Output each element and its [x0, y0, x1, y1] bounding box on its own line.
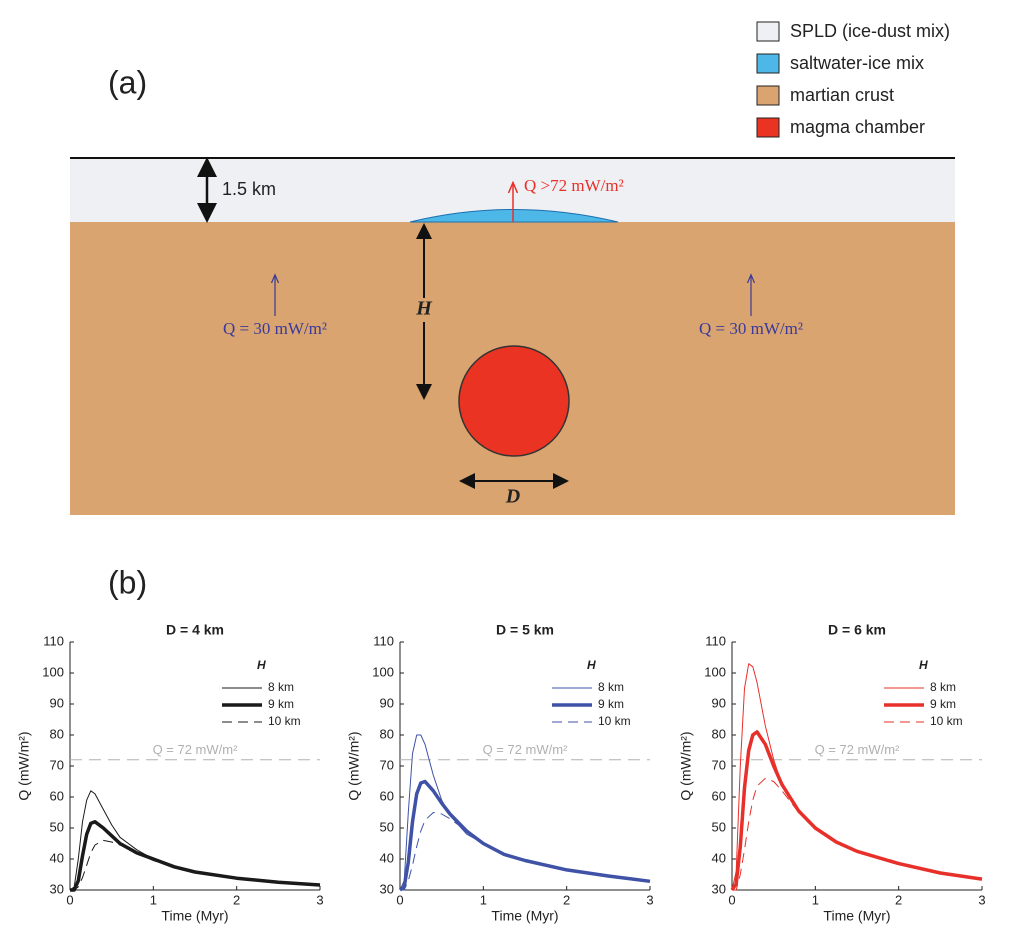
legend-label: 10 km	[268, 714, 301, 728]
reference-label: Q = 72 mW/m²	[815, 742, 901, 757]
series-line	[70, 839, 321, 891]
y-tick-label: 100	[372, 664, 394, 679]
legend-title: H	[257, 658, 266, 672]
panel-label: (b)	[108, 564, 147, 600]
x-axis-label: Time (Myr)	[161, 908, 228, 924]
chart-title: D = 5 km	[496, 622, 554, 638]
series-line	[400, 812, 651, 891]
heat-label: Q >72 mW/m²	[524, 176, 624, 195]
series-line	[732, 777, 983, 891]
legend-label: SPLD (ice-dust mix)	[790, 21, 950, 41]
x-tick-label: 1	[812, 892, 819, 907]
x-axis-label: Time (Myr)	[823, 908, 890, 924]
y-tick-label: 60	[380, 788, 394, 803]
reference-label: Q = 72 mW/m²	[483, 742, 569, 757]
series-line	[399, 734, 651, 891]
x-tick-label: 2	[895, 892, 902, 907]
thickness-label: 1.5 km	[222, 179, 276, 199]
y-tick-label: 100	[704, 664, 726, 679]
y-tick-label: 40	[50, 850, 64, 865]
y-tick-label: 30	[712, 881, 726, 896]
y-tick-label: 50	[50, 819, 64, 834]
y-tick-label: 40	[712, 850, 726, 865]
legend-label: 9 km	[930, 697, 956, 711]
chart-title: D = 4 km	[166, 622, 224, 638]
y-tick-label: 40	[380, 850, 394, 865]
y-tick-label: 110	[705, 633, 726, 648]
x-tick-label: 1	[150, 892, 157, 907]
legend-label: 9 km	[598, 697, 624, 711]
legend-label: 10 km	[598, 714, 631, 728]
x-tick-label: 3	[316, 892, 323, 907]
x-tick-label: 0	[66, 892, 73, 907]
depth-label: H	[415, 298, 433, 320]
y-tick-label: 90	[380, 695, 394, 710]
x-tick-label: 0	[728, 892, 735, 907]
y-tick-label: 70	[712, 757, 726, 772]
heat-label: Q = 30 mW/m²	[223, 319, 327, 338]
y-axis-label: Q (mW/m²)	[678, 731, 694, 800]
legend-label: martian crust	[790, 85, 894, 105]
series-line	[730, 730, 983, 891]
heat-label: Q = 30 mW/m²	[699, 319, 803, 338]
series-line	[70, 820, 321, 892]
y-tick-label: 80	[380, 726, 394, 741]
y-tick-label: 110	[43, 633, 64, 648]
label-bg	[413, 298, 435, 322]
brine-lens	[409, 209, 619, 223]
x-tick-label: 3	[646, 892, 653, 907]
x-tick-label: 3	[978, 892, 985, 907]
y-tick-label: 50	[712, 819, 726, 834]
legend-label: 10 km	[930, 714, 963, 728]
legend-title: H	[587, 658, 596, 672]
y-tick-label: 70	[380, 757, 394, 772]
legend-label: saltwater-ice mix	[790, 53, 924, 73]
panel-label: (a)	[108, 64, 147, 100]
y-axis-label: Q (mW/m²)	[346, 731, 362, 800]
y-axis-label: Q (mW/m²)	[16, 731, 32, 800]
y-tick-label: 60	[50, 788, 64, 803]
y-tick-label: 50	[380, 819, 394, 834]
y-tick-label: 110	[373, 633, 394, 648]
reference-label: Q = 72 mW/m²	[153, 742, 239, 757]
series-line	[398, 779, 651, 892]
legend-label: 8 km	[598, 680, 624, 694]
x-tick-label: 2	[563, 892, 570, 907]
y-tick-label: 90	[712, 695, 726, 710]
legend-title: H	[919, 658, 928, 672]
magma-chamber	[458, 345, 570, 457]
y-tick-label: 30	[50, 881, 64, 896]
series-line	[69, 790, 321, 891]
legend-label: 8 km	[268, 680, 294, 694]
y-tick-label: 70	[50, 757, 64, 772]
legend-label: magma chamber	[790, 117, 925, 137]
x-tick-label: 2	[233, 892, 240, 907]
diagram: (a) 1.5 km Q >72 mW/m² Q = 30 mW/m² Q = …	[70, 64, 955, 515]
x-axis-label: Time (Myr)	[491, 908, 558, 924]
y-tick-label: 80	[50, 726, 64, 741]
legend-swatch	[756, 53, 780, 74]
legend-label: 8 km	[930, 680, 956, 694]
x-tick-label: 1	[480, 892, 487, 907]
legend-swatch	[756, 85, 780, 106]
chart-title: D = 6 km	[828, 622, 886, 638]
x-tick-label: 0	[396, 892, 403, 907]
legend-swatch	[756, 21, 780, 42]
y-tick-label: 80	[712, 726, 726, 741]
diameter-label: D	[505, 486, 520, 508]
legend-swatch	[756, 117, 780, 138]
y-tick-label: 90	[50, 695, 64, 710]
y-tick-label: 100	[42, 664, 64, 679]
y-tick-label: 30	[380, 881, 394, 896]
legend-label: 9 km	[268, 697, 294, 711]
y-tick-label: 60	[712, 788, 726, 803]
